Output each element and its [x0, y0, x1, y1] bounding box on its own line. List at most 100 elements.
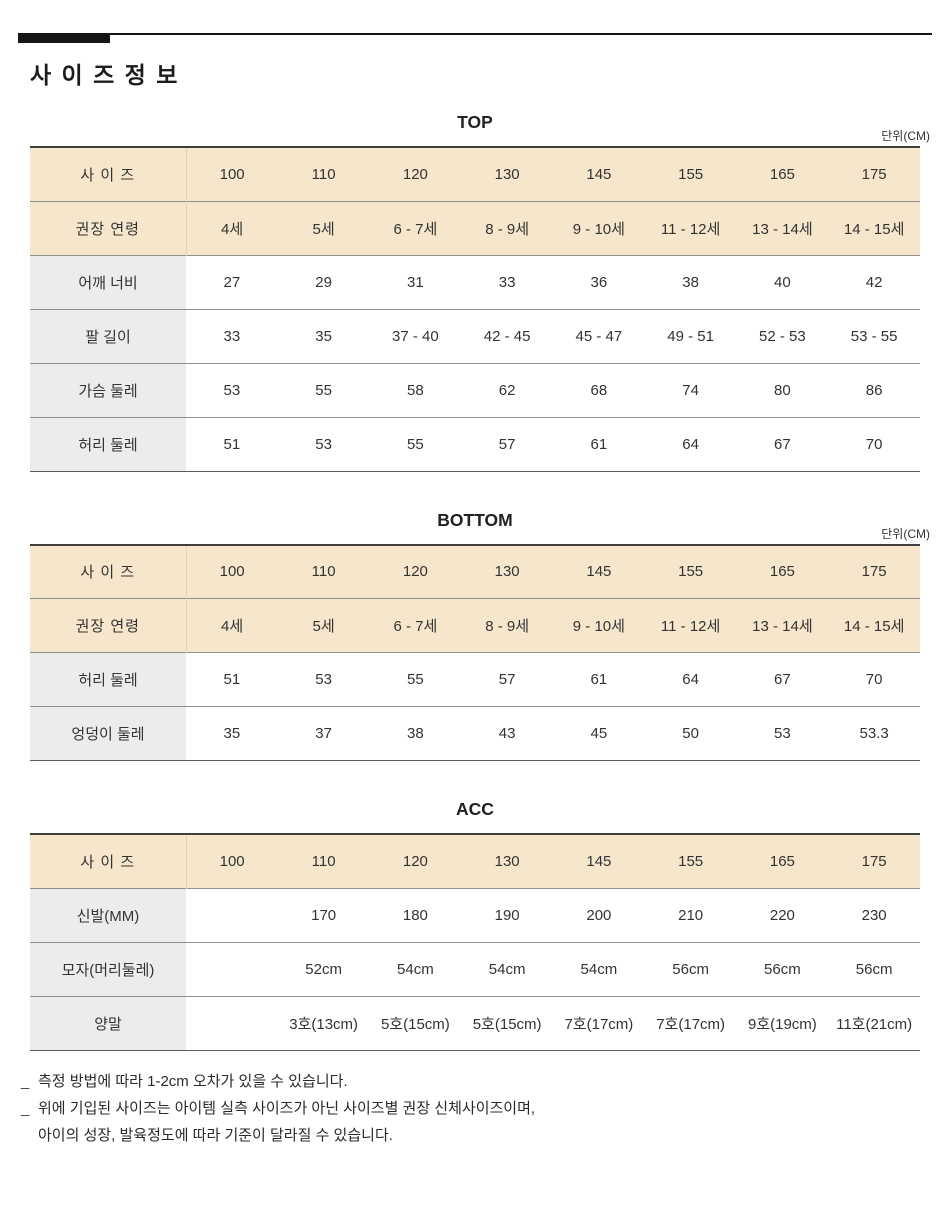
table-cell: 55	[315, 381, 332, 399]
footnote-line: _ 측정 방법에 따라 1-2cm 오차가 있을 수 있습니다.	[21, 1068, 920, 1095]
footnote-marker	[21, 1122, 38, 1149]
table-cell: 200	[586, 906, 612, 924]
table-cell: 110	[277, 544, 370, 599]
table-cell: 52cm	[305, 960, 342, 978]
table-row: 허리 둘레 51 53 55 57 61 64 67 70	[30, 417, 920, 471]
table-cell: 61	[590, 435, 608, 453]
section-top: TOP 단위(CM) 사 이 즈 100 110 120 130 145 155 165 175 권장…	[0, 111, 950, 472]
table-cell: 57	[498, 671, 516, 688]
table-cell: 100	[186, 544, 278, 599]
table-cell: 58	[407, 381, 424, 399]
table-cell: 54cm	[488, 960, 526, 978]
table-cell: 11호(21cm)	[836, 1015, 913, 1033]
table-cell: 55	[407, 671, 424, 688]
table-cell: 5호(15cm)	[472, 1015, 542, 1033]
table-cell: 220	[769, 906, 795, 924]
table-cell: 54cm	[580, 960, 618, 978]
table-cell: 4세	[186, 598, 278, 653]
row-label: 어깨 너비	[30, 255, 186, 309]
table-cell: 36	[590, 273, 608, 291]
table-cell: 9 - 10세	[553, 201, 645, 255]
table-cell: 68	[590, 381, 608, 399]
table-row: 권장 연령 4세 5세 6 - 7세 8 - 9세 9 - 10세 11 - 12세 13 -…	[30, 598, 920, 653]
table-cell: 130	[461, 834, 553, 888]
table-cell: 40	[774, 273, 791, 291]
table-cell: 190	[494, 906, 520, 924]
section-bottom: BOTTOM 단위(CM) 사 이 즈 100 110 120 130 145 155 165 17…	[0, 509, 950, 761]
footnote-marker: _	[21, 1072, 30, 1090]
table-cell: 130	[461, 544, 553, 599]
row-label: 양말	[30, 996, 186, 1050]
table-cell: 57	[498, 435, 516, 453]
table-cell: 155	[644, 544, 737, 599]
section-head-top: TOP 단위(CM)	[30, 111, 930, 143]
table-cell: 165	[736, 147, 829, 201]
table-cell: 145	[553, 544, 645, 599]
table-cell: 5세	[277, 201, 370, 255]
table-cell: 74	[682, 381, 699, 399]
table-cell: 42 - 45	[483, 327, 531, 345]
table-cell: 43	[498, 725, 516, 742]
table-cell: 62	[498, 381, 516, 399]
table-cell: 175	[828, 834, 920, 888]
table-cell: 50	[682, 725, 699, 742]
row-label: 엉덩이 둘레	[30, 706, 186, 761]
table-cell: 9호(19cm)	[747, 1015, 817, 1033]
footnote-marker: _	[21, 1099, 30, 1117]
footnote-text: 아이의 성장, 발육정도에 따라 기준이 달라질 수 있습니다.	[38, 1126, 393, 1144]
table-cell: 175	[828, 147, 920, 201]
row-label: 가슴 둘레	[30, 363, 186, 417]
table-cell: 86	[865, 381, 883, 399]
size-table-bottom: 사 이 즈 100 110 120 130 145 155 165 175 권장 연령 4세 5세 6 …	[30, 543, 920, 761]
table-cell: 11 - 12세	[644, 201, 737, 255]
table-cell: 53	[223, 381, 241, 399]
row-label: 신발(MM)	[30, 888, 186, 942]
row-label: 팔 길이	[30, 309, 186, 363]
table-cell	[186, 996, 278, 1050]
table-cell: 52 - 53	[759, 327, 806, 345]
section-head-acc: ACC	[30, 798, 920, 820]
table-cell: 33	[498, 273, 516, 291]
table-cell	[186, 888, 278, 942]
table-cell: 6 - 7세	[369, 598, 462, 653]
table-cell: 53	[315, 435, 332, 453]
table-cell: 70	[865, 671, 883, 688]
table-cell: 145	[553, 834, 645, 888]
row-label: 권장 연령	[30, 598, 187, 653]
table-cell: 210	[678, 906, 704, 924]
row-label: 사 이 즈	[30, 834, 187, 888]
row-label: 사 이 즈	[30, 544, 187, 599]
table-cell: 27	[223, 273, 241, 291]
table-cell: 120	[369, 147, 462, 201]
table-cell: 38	[682, 273, 699, 291]
table-cell: 14 - 15세	[828, 201, 920, 255]
footnotes: _ 측정 방법에 따라 1-2cm 오차가 있을 수 있습니다. _ 위에 기입된 사…	[21, 1068, 920, 1149]
size-table-acc: 사 이 즈 100 110 120 130 145 155 165 175 신발(MM) 170 18…	[30, 833, 920, 1051]
table-cell: 8 - 9세	[461, 201, 553, 255]
table-row: 사 이 즈 100 110 120 130 145 155 165 175	[30, 834, 920, 888]
table-cell: 13 - 14세	[736, 598, 829, 653]
table-cell: 54cm	[397, 960, 434, 978]
table-row: 엉덩이 둘레 35 37 38 43 45 50 53 53.3	[30, 706, 920, 761]
table-row: 사 이 즈 100 110 120 130 145 155 165 175	[30, 544, 920, 599]
table-row: 양말 3호(13cm) 5호(15cm) 5호(15cm) 7호(17cm) 7호(17c…	[30, 996, 920, 1050]
table-row: 사 이 즈 100 110 120 130 145 155 165 175	[30, 147, 920, 201]
table-cell: 56cm	[764, 960, 801, 978]
table-cell: 120	[369, 834, 462, 888]
header-accent-bar	[18, 33, 110, 43]
table-cell: 165	[736, 544, 829, 599]
section-acc: ACC 사 이 즈 100 110 120 130 145 155 165 175 신발(MM) 17…	[0, 798, 950, 1051]
table-cell: 38	[407, 725, 424, 742]
size-table-body-top: 사 이 즈 100 110 120 130 145 155 165 175 권장 연령 4세 5세 6 …	[30, 147, 920, 471]
table-cell: 49 - 51	[667, 327, 714, 345]
table-cell: 7호(17cm)	[656, 1015, 726, 1033]
table-cell: 165	[736, 834, 829, 888]
table-cell: 31	[407, 273, 424, 291]
table-cell: 155	[644, 834, 737, 888]
size-sections: TOP 단위(CM) 사 이 즈 100 110 120 130 145 155 165 175 권장…	[0, 111, 950, 1051]
table-cell: 45	[590, 725, 608, 742]
table-cell: 9 - 10세	[553, 598, 645, 653]
size-table-body-acc: 사 이 즈 100 110 120 130 145 155 165 175 신발(MM) 170 18…	[30, 834, 920, 1050]
footnote-text: 측정 방법에 따라 1-2cm 오차가 있을 수 있습니다.	[38, 1072, 348, 1090]
table-cell: 56cm	[672, 960, 709, 978]
